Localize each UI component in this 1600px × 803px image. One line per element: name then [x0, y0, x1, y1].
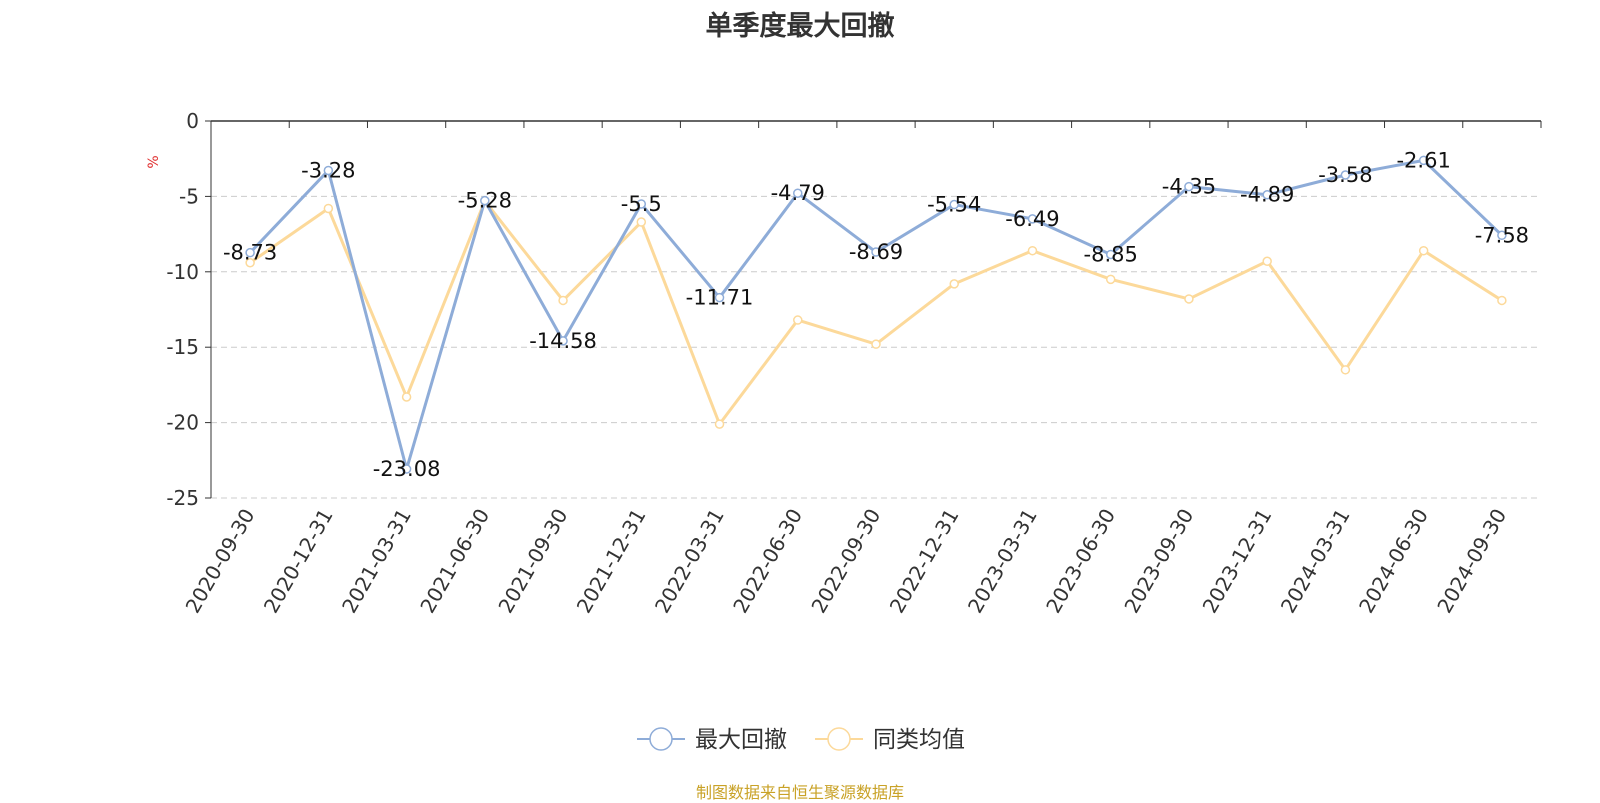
x-tick-label: 2023-12-31 [1198, 505, 1277, 618]
y-tick-label: -25 [166, 486, 199, 510]
data-point [1027, 245, 1038, 256]
x-tick-label: 2021-06-30 [415, 504, 494, 617]
series-line [249, 199, 1503, 426]
data-label: -3.58 [1318, 163, 1372, 187]
data-point [871, 247, 881, 257]
data-point [480, 195, 490, 206]
data-label: -3.28 [301, 158, 355, 182]
data-label: -7.58 [1475, 223, 1529, 247]
x-tick-label: 2023-03-31 [963, 505, 1042, 618]
data-point [401, 464, 412, 474]
data-point [245, 247, 255, 258]
legend-marker [827, 727, 851, 751]
legend-marker [649, 727, 673, 751]
y-axis-label: % [146, 155, 162, 168]
data-point [714, 419, 725, 429]
data-point [1105, 274, 1116, 285]
data-point [949, 199, 959, 210]
data-point [1184, 181, 1194, 192]
data-label: -5.5 [621, 192, 662, 216]
data-point [1340, 170, 1351, 180]
data-label: -14.58 [529, 329, 597, 353]
x-tick-label: 2020-12-31 [259, 505, 338, 618]
data-point [1497, 230, 1507, 241]
x-tick-label: 2022-03-31 [650, 505, 729, 618]
data-point [558, 295, 568, 306]
data-label: -8.69 [849, 240, 903, 264]
data-point [949, 279, 959, 289]
x-tick-label: 2021-12-31 [572, 505, 651, 618]
data-point [1418, 155, 1429, 166]
data-point [636, 199, 647, 209]
data-point [1105, 249, 1116, 260]
data-label: -23.08 [373, 457, 441, 481]
data-point [245, 258, 255, 268]
data-point [871, 339, 881, 349]
data-point [1340, 365, 1351, 375]
data-point [401, 392, 412, 402]
data-label: -8.73 [223, 241, 277, 265]
data-label: -11.71 [686, 286, 754, 310]
x-tick-label: 2022-06-30 [728, 505, 807, 618]
data-label: -5.54 [927, 193, 981, 217]
y-tick-label: 0 [186, 109, 199, 133]
x-tick-label: 2023-09-30 [1119, 505, 1198, 618]
data-point [793, 315, 803, 325]
source-note: 制图数据来自恒生聚源数据库 [695, 783, 904, 802]
legend-label: 同类均值 [873, 727, 965, 753]
data-point [1184, 294, 1194, 304]
x-tick-label: 2020-09-30 [181, 505, 260, 618]
y-tick-label: -15 [166, 335, 199, 359]
data-label: -4.79 [771, 181, 825, 205]
data-label: -8.85 [1084, 242, 1138, 266]
data-point [1262, 189, 1272, 200]
chart-title: 单季度最大回撤 [705, 11, 895, 42]
data-label: -2.61 [1396, 148, 1450, 172]
data-label: -5.28 [458, 189, 512, 213]
y-tick-label: -5 [179, 184, 199, 208]
legend-label: 最大回撤 [695, 727, 787, 753]
data-point [558, 336, 568, 346]
x-tick-label: 2024-09-30 [1432, 505, 1511, 618]
data-point [1027, 214, 1038, 224]
data-point [1262, 256, 1272, 266]
x-tick-label: 2022-12-31 [885, 505, 964, 618]
y-tick-label: -20 [166, 411, 199, 435]
x-tick-label: 2021-09-30 [493, 505, 572, 618]
x-tick-label: 2024-06-30 [1354, 505, 1433, 618]
x-tick-label: 2024-03-31 [1276, 505, 1355, 618]
x-tick-label: 2023-06-30 [1041, 505, 1120, 618]
data-label: -4.89 [1240, 183, 1294, 207]
data-point [793, 188, 803, 198]
data-label: -6.49 [1005, 207, 1059, 231]
data-point [323, 165, 334, 176]
data-point [1418, 245, 1429, 256]
x-tick-label: 2021-03-31 [337, 505, 416, 618]
data-point [714, 292, 725, 303]
x-tick-label: 2022-09-30 [806, 505, 885, 618]
data-point [636, 217, 647, 227]
data-label: -4.35 [1162, 175, 1216, 199]
y-tick-label: -10 [166, 260, 199, 284]
data-point [1497, 295, 1507, 306]
data-point [323, 203, 334, 214]
